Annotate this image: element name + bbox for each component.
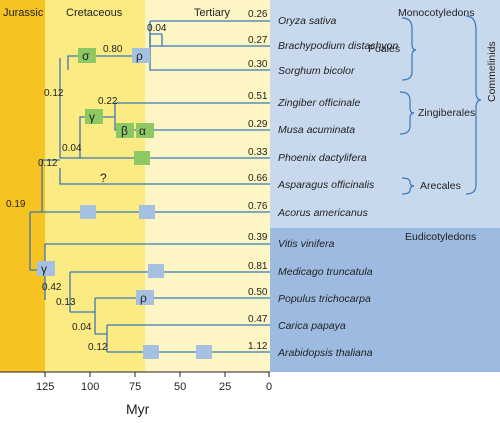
- species-name: Asparagus officinalis: [277, 179, 375, 191]
- wgd-alpha-box: [136, 123, 154, 138]
- species-rate: 0.26: [248, 9, 268, 20]
- species-name: Sorghum bicolor: [278, 65, 355, 77]
- species-rate: 0.47: [248, 314, 268, 325]
- species-rate: 0.51: [248, 91, 268, 102]
- node-rate: 0.04: [72, 322, 92, 333]
- species-rate: 1.12: [248, 341, 268, 352]
- species-name: Populus trichocarpa: [278, 293, 371, 305]
- wgd-arabidopsis-box-1: [143, 345, 159, 359]
- label-eudicotyledons: Eudicotyledons: [405, 231, 476, 243]
- wgd-gamma-eudicot-label: γ: [41, 262, 47, 276]
- species-name: Medicago truncatula: [278, 266, 373, 278]
- species-name: Phoenix dactylifera: [278, 152, 367, 164]
- node-rates: 0.04 0.80 0.12 0.22 0.12 0.04 0.19 0.42 …: [6, 23, 167, 353]
- node-rate: 0.19: [6, 199, 26, 210]
- species-name: Oryza sativa: [278, 15, 337, 27]
- branch-phoenix: [59, 58, 270, 159]
- species-rate: 0.30: [248, 59, 268, 70]
- era-cretaceous: Cretaceous: [66, 7, 123, 19]
- era-tertiary: Tertiary: [194, 7, 231, 19]
- axis-tick-label: 100: [81, 381, 99, 393]
- time-axis: 125 100 75 50 25 0 Myr: [0, 371, 272, 417]
- species-name: Musa acuminata: [278, 124, 355, 136]
- species-rate: 0.66: [248, 173, 268, 184]
- wgd-medicago-box: [148, 264, 164, 278]
- label-commelinids: Commelinids: [486, 41, 498, 102]
- species-rate: 0.81: [248, 261, 268, 272]
- branch-populus: [70, 297, 270, 334]
- label-arecales: Arecales: [420, 180, 461, 192]
- species-name: Zingiber officinale: [277, 97, 360, 109]
- wgd-phoenix-box: [134, 151, 150, 165]
- node-rate: 0.22: [98, 96, 118, 107]
- species-rate: 0.50: [248, 287, 268, 298]
- commelinids-brace: [465, 15, 482, 195]
- species-rate: 0.33: [248, 147, 268, 158]
- wgd-gamma-mono-box: [85, 109, 103, 124]
- species-name: Acorus americanus: [277, 207, 369, 219]
- wgd-sigma-box: [78, 48, 96, 63]
- poales-brace: [401, 17, 417, 81]
- species-rate: 0.29: [248, 119, 268, 130]
- species-name: Carica papaya: [278, 320, 346, 332]
- axis-tick-label: 50: [174, 381, 186, 393]
- node-rate: 0.80: [103, 44, 123, 55]
- node-rate: 0.12: [38, 158, 58, 169]
- monocot-panel: [270, 0, 500, 228]
- axis-tick-label: 75: [129, 381, 141, 393]
- wgd-sigma-label: σ: [82, 49, 90, 63]
- wgd-rho-populus-box: [136, 290, 154, 305]
- label-monocotyledons: Monocotyledons: [398, 7, 474, 19]
- zingiberales-brace: [399, 91, 415, 135]
- wgd-rho-label: ρ: [136, 49, 143, 63]
- eudicot-panel: [270, 228, 500, 372]
- species-rate: 0.76: [248, 201, 268, 212]
- axis-tick-label: 125: [36, 381, 54, 393]
- species-name: Arabidopsis thaliana: [277, 347, 373, 359]
- arecales-brace: [401, 177, 415, 195]
- wgd-beta-label: β: [121, 124, 128, 138]
- node-rate: 0.04: [62, 143, 82, 154]
- wgd-beta-box: [116, 123, 134, 138]
- node-rate: 0.42: [42, 282, 62, 293]
- wgd-gamma-mono-label: γ: [89, 110, 95, 124]
- label-poales: Poales: [368, 43, 400, 55]
- branch-medicago: [69, 271, 270, 312]
- node-rate: 0.04: [147, 23, 167, 34]
- wgd-acorus-box-2: [139, 205, 155, 219]
- wgd-gamma-eudicot-box: [37, 261, 55, 276]
- wgd-acorus-box-1: [80, 205, 96, 219]
- axis-tick-label: 0: [266, 381, 272, 393]
- species-name: Vitis vinifera: [278, 238, 335, 250]
- node-rate: 0.13: [56, 297, 76, 308]
- species-rate: 0.39: [248, 232, 268, 243]
- wgd-unknown-label: ?: [100, 171, 107, 185]
- jurassic-band: [0, 0, 45, 372]
- wgd-events: σ ρ γ β α ? γ ρ: [37, 48, 212, 359]
- wgd-rho-populus-label: ρ: [140, 291, 147, 305]
- species-list: 0.26 Oryza sativa 0.27 Brachypodium dist…: [248, 9, 398, 359]
- axis-title: Myr: [126, 401, 150, 417]
- axis-tick-label: 25: [219, 381, 231, 393]
- branch-asparagus: [59, 168, 270, 185]
- species-rate: 0.27: [248, 35, 268, 46]
- node-rate: 0.12: [88, 342, 108, 353]
- branch-zing-musa: [79, 102, 270, 131]
- species-name: Brachypodium distachyon: [278, 40, 398, 52]
- branch-carica: [95, 324, 270, 352]
- node-rate: 0.12: [44, 88, 64, 99]
- branch-grasses: [149, 20, 270, 47]
- label-zingiberales: Zingiberales: [418, 107, 475, 119]
- wgd-alpha-label: α: [139, 124, 146, 138]
- wgd-rho-box: [132, 48, 150, 63]
- wgd-arabidopsis-box-2: [196, 345, 212, 359]
- era-jurassic: Jurassic: [3, 7, 44, 19]
- tertiary-band: [145, 0, 270, 372]
